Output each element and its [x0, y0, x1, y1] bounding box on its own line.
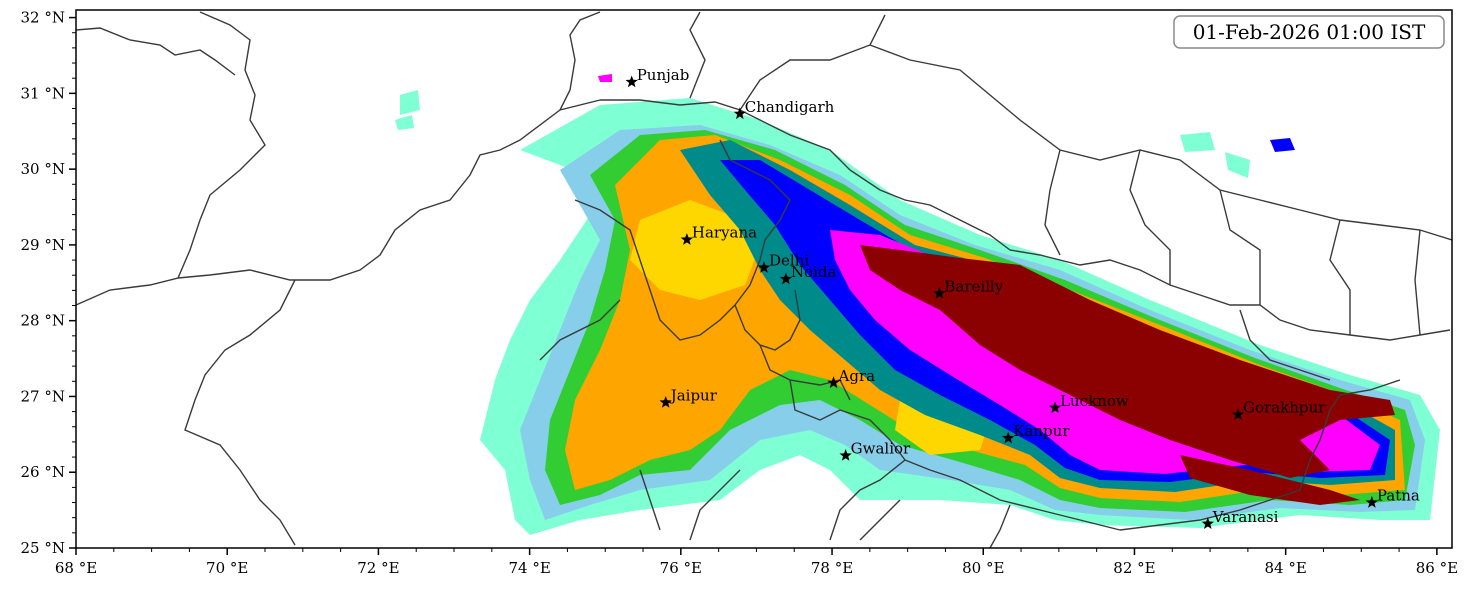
city-label: Haryana [692, 224, 757, 242]
star-icon [1231, 408, 1245, 420]
city-marker: Delhi [757, 252, 809, 273]
city-label: Gwalior [851, 440, 911, 458]
city-marker: Gorakhpur [1231, 399, 1326, 420]
city-marker: Agra [827, 367, 876, 389]
rain-cell-aquamarine [1180, 132, 1215, 152]
x-tick-label: 68 °E [55, 559, 97, 577]
timestamp-label: 01-Feb-2026 01:00 IST [1193, 20, 1426, 44]
precipitation-field [395, 74, 1440, 535]
city-label: Kanpur [1013, 422, 1070, 440]
map-frame [75, 9, 1453, 549]
y-tick-label: 30 °N [21, 160, 65, 178]
rain-core-maroon [860, 245, 1395, 478]
admin-boundaries [76, 11, 1452, 548]
rain-cell-aquamarine [395, 115, 414, 130]
x-tick-label: 72 °E [357, 559, 399, 577]
axis-ticks: 68 °E 70 °E 72 °E 74 °E 76 °E 78 °E 80 °E 82 °E… [21, 9, 1459, 577]
x-tick-label: 82 °E [1113, 559, 1155, 577]
y-tick-label: 25 °N [21, 539, 65, 557]
city-marker: Jaipur [659, 387, 718, 408]
city-label: Punjab [637, 66, 690, 84]
city-label: Lucknow [1060, 392, 1129, 410]
city-label: Noida [791, 263, 837, 281]
y-tick-label: 26 °N [21, 463, 65, 481]
x-tick-label: 84 °E [1265, 559, 1307, 577]
star-icon [1002, 431, 1015, 444]
city-label: Delhi [769, 252, 809, 270]
city-marker: Bareilly [933, 277, 1004, 299]
city-label: Varanasi [1212, 508, 1279, 526]
star-icon [827, 376, 840, 389]
x-tick-label: 70 °E [206, 559, 248, 577]
star-icon [779, 272, 793, 285]
city-label: Bareilly [944, 277, 1003, 295]
x-tick-label: 86 °E [1416, 559, 1458, 577]
y-tick-label: 29 °N [21, 236, 65, 254]
star-icon [1048, 401, 1062, 414]
x-tick-label: 80 °E [962, 559, 1004, 577]
city-label: Chandigarh [745, 98, 835, 116]
star-icon [625, 75, 638, 88]
city-label: Agra [838, 367, 876, 385]
rain-core-maroon [1180, 455, 1360, 505]
city-label: Patna [1377, 487, 1420, 505]
city-marker: Punjab [625, 66, 690, 88]
city-marker: Kanpur [1002, 422, 1070, 444]
rain-cell-aquamarine [1225, 152, 1250, 178]
y-tick-label: 28 °N [21, 312, 65, 330]
x-tick-label: 76 °E [660, 559, 702, 577]
rain-cell-aquamarine [400, 90, 420, 115]
rain-cell-blue [1270, 138, 1295, 152]
star-icon [839, 449, 852, 461]
rain-cell-magenta [598, 74, 612, 82]
timestamp-box: 01-Feb-2026 01:00 IST [1173, 15, 1445, 49]
x-tick-label: 78 °E [811, 559, 853, 577]
city-marker: Gwalior [839, 440, 911, 461]
city-marker: Lucknow [1048, 392, 1129, 414]
star-icon [757, 261, 771, 273]
star-icon [680, 233, 694, 245]
star-icon [1365, 496, 1379, 508]
city-marker: Patna [1365, 487, 1420, 508]
city-label: Jaipur [669, 387, 718, 405]
city-marker: Varanasi [1201, 508, 1279, 530]
city-marker: Noida [779, 263, 837, 285]
city-marker: Haryana [680, 224, 757, 245]
y-tick-label: 32 °N [21, 9, 65, 27]
x-tick-label: 74 °E [508, 559, 550, 577]
y-tick-label: 27 °N [21, 387, 65, 405]
star-icon [1201, 517, 1214, 530]
city-label: Gorakhpur [1243, 399, 1326, 417]
star-icon [659, 396, 672, 408]
star-icon [733, 107, 746, 120]
y-tick-label: 31 °N [21, 84, 65, 102]
star-icon [933, 286, 946, 299]
rain-patch-gold [630, 200, 760, 300]
city-marker: Chandigarh [733, 98, 835, 120]
